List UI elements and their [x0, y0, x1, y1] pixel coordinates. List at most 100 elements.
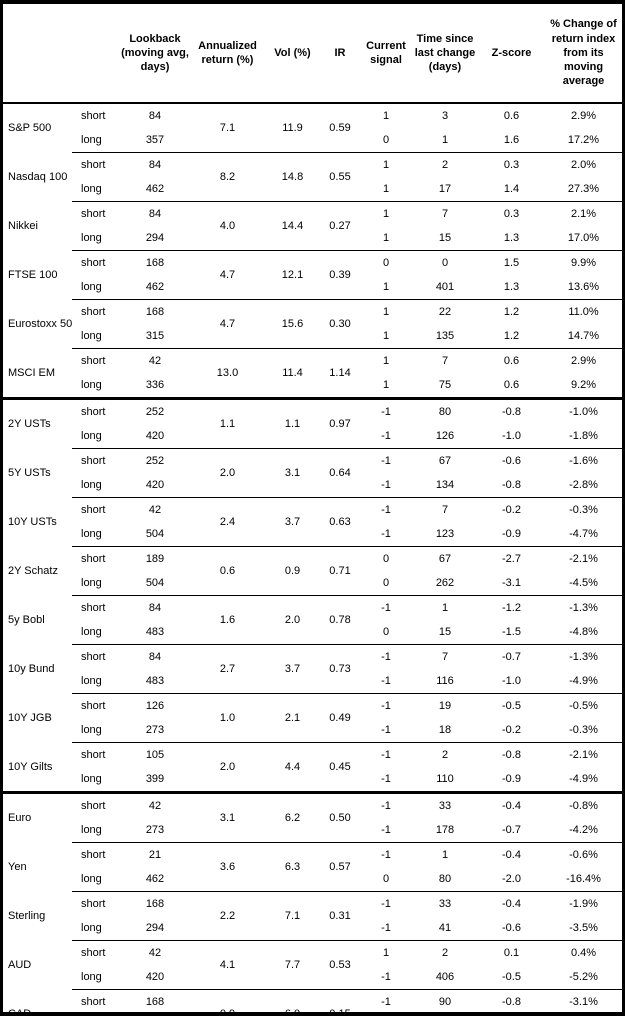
lookback-value: 420 [145, 429, 165, 442]
position-label: short [72, 448, 120, 473]
position-label: short [72, 250, 120, 275]
signal-value: 1 [382, 280, 390, 293]
position-label: short [72, 595, 120, 620]
annualized-return-value: 2.7 [190, 644, 265, 694]
position-label: short [72, 201, 120, 226]
instrument-row-long: long 420 -1 134 -0.8 -2.8% [3, 473, 622, 498]
pct-change-value: -0.3% [569, 723, 598, 736]
position-label: long [81, 872, 102, 885]
position-label: long [81, 429, 102, 442]
pct-change-value: 9.9% [545, 250, 622, 275]
position-label: long [81, 231, 102, 244]
pct-change-value: -0.3% [545, 497, 622, 522]
col-header-ir: IR [320, 4, 360, 104]
lookback-value: 462 [145, 280, 165, 293]
time-since-change-value: 2 [412, 152, 478, 177]
ir-value: 0.55 [320, 152, 360, 202]
signal-value: 1 [360, 348, 412, 373]
lookback-value: 483 [145, 625, 165, 638]
time-since-change-value: 401 [435, 280, 455, 293]
signal-value: -1 [381, 723, 391, 736]
annualized-return-value: 1.6 [190, 595, 265, 645]
instrument-row-long: long 399 -1 110 -0.9 -4.9% [3, 767, 622, 793]
ir-value: 0.39 [320, 250, 360, 300]
position-label: long [81, 329, 102, 342]
position-label: long [81, 921, 102, 934]
position-label: long [81, 674, 102, 687]
instrument-name: 5Y USTs [8, 466, 51, 479]
ir-value: 0.50 [320, 791, 360, 843]
lookback-value: 168 [120, 989, 190, 1012]
vol-value: 11.4 [265, 348, 320, 399]
instrument-row-long: long 315 1 135 1.2 14.7% [3, 324, 622, 349]
vol-value: 0.9 [265, 546, 320, 596]
instrument-row-short: Sterling short 168 2.2 7.1 0.31 -1 33 -0.4 -1.9% [3, 891, 622, 941]
time-since-change-value: 7 [412, 201, 478, 226]
pct-change-value: 2.9% [545, 102, 622, 128]
annualized-return-value: 13.0 [190, 348, 265, 399]
zscore-value: -0.7 [478, 644, 545, 669]
zscore-value: 0.6 [478, 102, 545, 128]
pct-change-value: -0.8% [545, 791, 622, 818]
annualized-return-value: 0.9 [190, 989, 265, 1012]
time-since-change-value: 123 [435, 527, 455, 540]
instrument-row-short: S&P 500 short 84 7.1 11.9 0.59 1 3 0.6 2.9% [3, 102, 622, 153]
pct-change-value: -2.8% [569, 478, 598, 491]
time-since-change-value: 126 [435, 429, 455, 442]
time-since-change-value: 33 [412, 791, 478, 818]
zscore-value: -0.4 [478, 842, 545, 867]
signal-value: -1 [360, 742, 412, 767]
zscore-value: -0.5 [502, 970, 521, 983]
signal-value: -1 [381, 772, 391, 785]
signal-value: -1 [360, 791, 412, 818]
instrument-row-short: 10Y JGB short 126 1.0 2.1 0.49 -1 19 -0.5 -0.5% [3, 693, 622, 743]
pct-change-value: 0.4% [545, 940, 622, 965]
position-label: short [72, 546, 120, 571]
ir-value: 0.31 [320, 891, 360, 941]
signal-value: 1 [360, 201, 412, 226]
ir-value: 0.57 [320, 842, 360, 892]
zscore-value: 0.3 [478, 152, 545, 177]
instrument-row-long: long 462 1 17 1.4 27.3% [3, 177, 622, 202]
lookback-value: 42 [120, 940, 190, 965]
instrument-row-long: long 273 -1 18 -0.2 -0.3% [3, 718, 622, 743]
annualized-return-value: 1.1 [190, 397, 265, 449]
instrument-name: Eurostoxx 50 [8, 317, 73, 330]
time-since-change-value: 7 [412, 348, 478, 373]
instrument-row-short: 10Y USTs short 42 2.4 3.7 0.63 -1 7 -0.2 -0.3% [3, 497, 622, 547]
ir-value: 0.64 [320, 448, 360, 498]
pct-change-value: -5.2% [569, 970, 598, 983]
ir-value: 0.59 [320, 102, 360, 153]
lookback-value: 84 [120, 644, 190, 669]
annualized-return-value: 3.1 [190, 791, 265, 843]
position-label: short [72, 102, 120, 128]
signal-value: -1 [381, 527, 391, 540]
lookback-value: 126 [120, 693, 190, 718]
lookback-value: 168 [120, 891, 190, 916]
pct-change-value: -3.5% [569, 921, 598, 934]
instrument-name: Nasdaq 100 [8, 170, 68, 183]
signal-value: -1 [360, 842, 412, 867]
position-label: short [72, 299, 120, 324]
time-since-change-value: 80 [438, 872, 452, 885]
time-since-change-value: 75 [438, 378, 452, 391]
instrument-row-short: FTSE 100 short 168 4.7 12.1 0.39 0 0 1.5 9.9% [3, 250, 622, 300]
position-label: long [81, 970, 102, 983]
signal-value: -1 [360, 693, 412, 718]
lookback-value: 420 [145, 478, 165, 491]
instrument-row-short: Nikkei short 84 4.0 14.4 0.27 1 7 0.3 2.1% [3, 201, 622, 251]
time-since-change-value: 135 [435, 329, 455, 342]
zscore-value: 0.6 [478, 348, 545, 373]
annualized-return-value: 2.0 [190, 742, 265, 793]
pct-change-value: -2.1% [545, 546, 622, 571]
col-header-vol: Vol (%) [265, 4, 320, 104]
instrument-row-long: long 420 -1 406 -0.5 -5.2% [3, 965, 622, 990]
ir-value: 0.49 [320, 693, 360, 743]
zscore-value: -1.2 [478, 595, 545, 620]
zscore-value: 1.5 [478, 250, 545, 275]
col-header-signal: Current signal [360, 4, 412, 104]
instrument-name: CAD [8, 1007, 32, 1016]
signal-value: 0 [382, 625, 390, 638]
signal-value: 1 [360, 299, 412, 324]
instrument-row-short: Yen short 21 3.6 6.3 0.57 -1 1 -0.4 -0.6% [3, 842, 622, 892]
